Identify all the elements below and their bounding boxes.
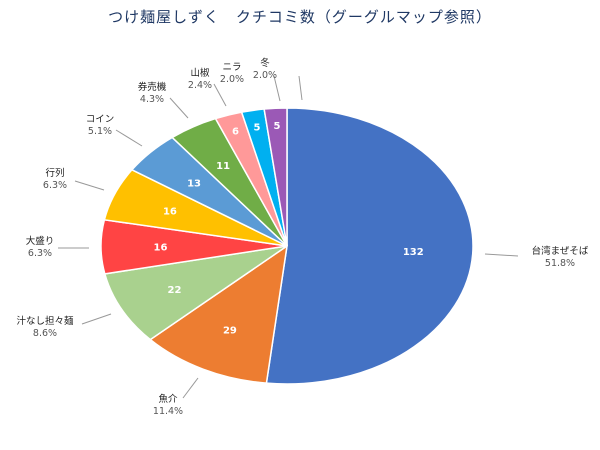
leader-line [298,75,303,101]
category-label: コイン [86,114,115,125]
percent-label: 8.6% [33,328,57,339]
percent-label: 2.0% [220,74,244,85]
data-label-value: 29 [223,326,237,337]
percent-label: 2.0% [253,70,277,81]
pie-slice[interactable] [263,107,288,247]
data-label-value: 16 [163,206,177,217]
data-label-value: 5 [273,121,280,132]
category-label: 山椒 [190,67,210,79]
category-label: 台湾まぜそば [532,245,589,257]
data-label-value: 11 [216,161,230,172]
pie-slice[interactable] [265,107,474,385]
category-label: 汁なし担々麺 [16,315,74,327]
category-label: 大盛り [26,235,55,247]
chart-title: つけ麺屋しずく クチコミ数（グーグルマップ参照） [108,8,492,26]
category-label: 行列 [45,167,64,179]
percent-label: 5.1% [88,126,112,137]
leader-line [115,129,143,147]
percent-label: 4.3% [140,94,164,105]
data-label-value: 6 [232,127,239,138]
category-label: 魚介 [158,393,178,405]
leader-line [213,83,227,107]
category-label: ニラ [222,62,241,73]
pie-slice[interactable] [103,245,288,341]
leader-line [74,180,105,191]
pie-slice[interactable] [149,244,288,384]
percent-label: 11.4% [153,406,183,417]
leader-line [273,75,281,102]
percent-label: 2.4% [188,80,212,91]
data-label-value: 5 [253,123,260,134]
category-label: 冬 [260,57,270,69]
category-label: 券売機 [138,81,167,93]
data-label-value: 22 [168,285,182,296]
data-label-value: 132 [403,247,424,258]
leader-line [182,377,199,399]
percent-label: 6.3% [28,248,52,259]
leader-line [169,97,189,119]
data-label-value: 13 [187,178,201,189]
percent-label: 51.8% [545,258,575,269]
data-label-value: 16 [154,243,168,254]
percent-label: 6.3% [43,180,67,191]
leader-line [484,253,519,257]
leader-line [81,313,112,325]
